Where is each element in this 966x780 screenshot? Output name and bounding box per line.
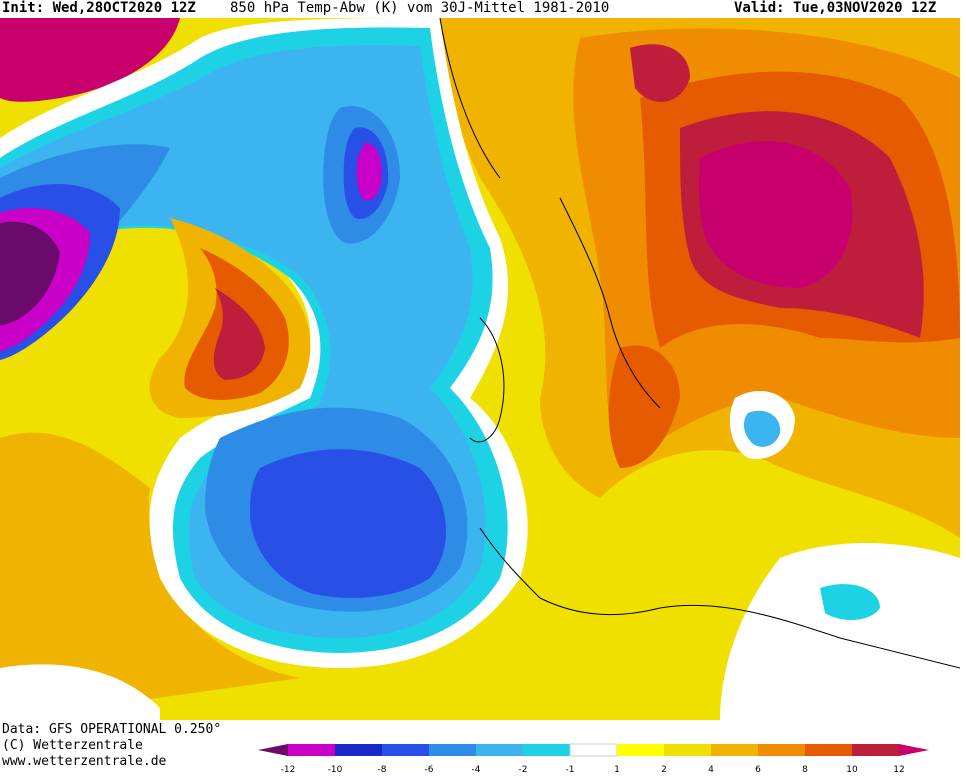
legend-tick-label: -4 (472, 765, 481, 775)
legend-swatch (523, 744, 570, 756)
map-footer: Data: GFS OPERATIONAL 0.250° (C) Wetterz… (0, 720, 966, 780)
anomaly-labrador-core (0, 221, 60, 326)
anomaly-russia-magenta (698, 141, 853, 288)
legend-tick-label: 12 (893, 765, 904, 775)
legend-swatch (569, 743, 618, 757)
map-canvas (0, 18, 960, 720)
coastline-scandinavia (559, 197, 661, 409)
anomaly-south-west-neutral (0, 664, 160, 720)
legend-tick-label: -10 (328, 765, 343, 775)
temperature-anomaly-map (0, 18, 960, 720)
map-header: Init: Wed,28OCT2020 12Z 850 hPa Temp-Abw… (0, 0, 966, 18)
legend-tick-label: 2 (661, 765, 667, 775)
legend-tick-label: 6 (755, 765, 761, 775)
legend-tick-label: 4 (708, 765, 714, 775)
legend-tick-label: -12 (281, 765, 296, 775)
legend-swatch (617, 744, 664, 756)
legend-swatch (758, 744, 805, 756)
legend-swatch (852, 744, 899, 756)
anomaly-central-europe (608, 345, 680, 468)
copyright-label: (C) Wetterzentrale (2, 738, 143, 753)
anomaly-north-west-magenta (0, 18, 180, 102)
anomaly-atlantic-colder (250, 449, 447, 598)
legend-swatch (288, 744, 335, 756)
website-label: www.wetterzentrale.de (2, 754, 167, 769)
legend-swatch (429, 744, 476, 756)
legend-tick-label: -1 (566, 765, 575, 775)
legend-arrow-below (258, 744, 288, 756)
anomaly-north-africa-neutral (720, 543, 960, 720)
anomaly-balkan-cold (743, 410, 781, 447)
legend-swatch (382, 744, 429, 756)
anomaly-finland-red (630, 44, 690, 102)
parameter-label: 850 hPa Temp-Abw (K) vom 30J-Mittel 1981… (230, 0, 610, 16)
anomaly-south-west-warm (0, 432, 300, 720)
legend-swatch (664, 744, 711, 756)
data-source-label: Data: GFS OPERATIONAL 0.250° (2, 722, 222, 737)
legend-swatch (711, 744, 758, 756)
legend-tick-label: -2 (519, 765, 528, 775)
valid-time-label: Valid: Tue,03NOV2020 12Z (734, 0, 937, 16)
color-legend: -12 -10 -8 -6 -4 -2 -1 1 2 4 6 8 10 12 (258, 743, 929, 775)
legend-arrow-above (899, 744, 929, 756)
credits: Data: GFS OPERATIONAL 0.250° (C) Wetterz… (2, 722, 221, 770)
coastline-mediterranean (479, 527, 960, 669)
legend-tick-label: -8 (378, 765, 387, 775)
legend-tick-label: 8 (802, 765, 808, 775)
legend-swatch (805, 744, 852, 756)
legend-swatch (476, 744, 523, 756)
coastline-greenland-east (439, 18, 501, 179)
anomaly-warm-band-red (213, 288, 265, 380)
legend-tick-label: -6 (425, 765, 434, 775)
legend-tick-label: 10 (846, 765, 858, 775)
legend-tick-label: 1 (614, 765, 620, 775)
legend-swatch (335, 744, 382, 756)
init-time-label: Init: Wed,28OCT2020 12Z (2, 0, 196, 16)
anomaly-north-africa-cold (820, 584, 880, 620)
coastline-british-isles (469, 317, 505, 443)
anomaly-greenland-magenta (356, 143, 382, 201)
coastlines (439, 18, 960, 669)
